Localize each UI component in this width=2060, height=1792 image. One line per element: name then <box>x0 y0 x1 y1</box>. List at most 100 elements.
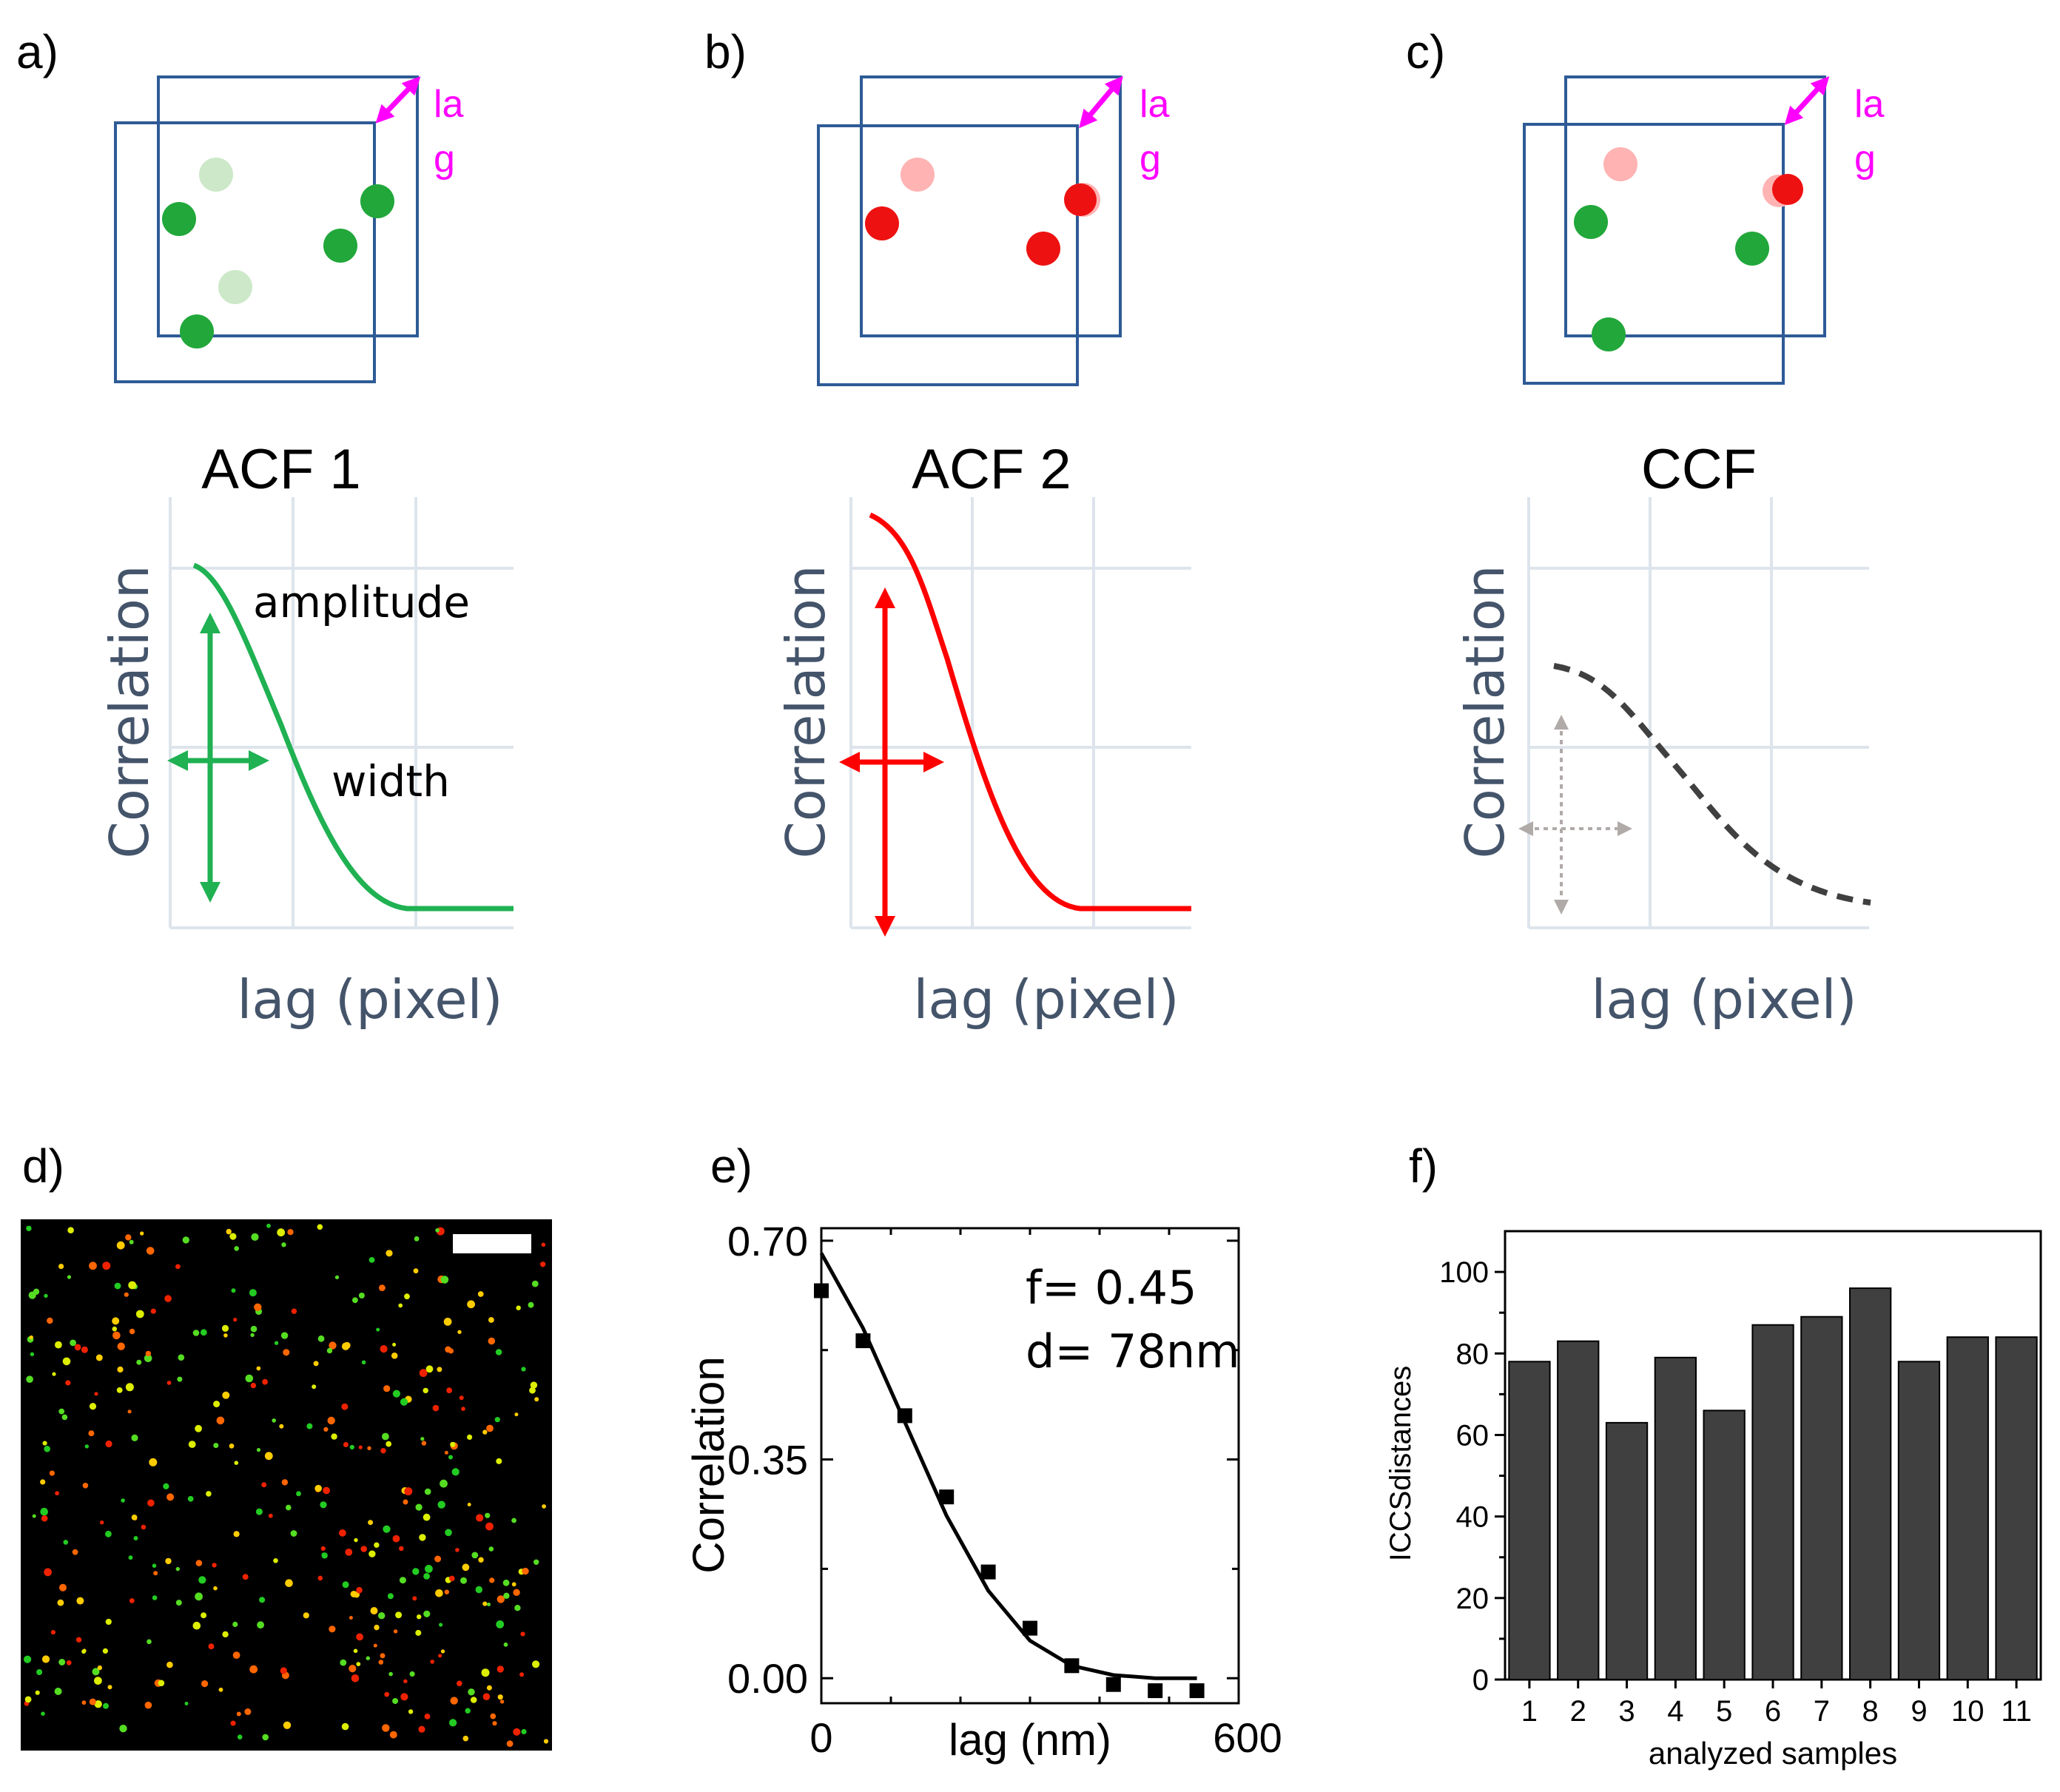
spot <box>146 1247 155 1255</box>
data-point <box>1023 1620 1037 1636</box>
spot <box>29 1335 33 1340</box>
dot <box>180 314 214 348</box>
spot <box>129 1239 134 1244</box>
spot <box>175 1600 182 1606</box>
spot <box>49 1470 55 1476</box>
spot <box>116 1387 123 1393</box>
spot <box>457 1680 462 1687</box>
spot <box>487 1603 491 1606</box>
spot <box>184 1702 189 1705</box>
spot <box>105 1618 112 1626</box>
spot <box>392 1535 400 1543</box>
spot <box>374 1624 380 1631</box>
spot <box>366 1656 370 1660</box>
y-tick-label: 0.70 <box>727 1218 808 1264</box>
panel-a: a) la g ACF 1 amplitude width Correlatio… <box>16 25 514 1031</box>
curve-title: CCF <box>1641 438 1757 501</box>
x-tick-label: 1 <box>1521 1695 1538 1728</box>
dot <box>1064 183 1097 216</box>
x-tick-label: 9 <box>1911 1695 1927 1728</box>
spot <box>283 1349 290 1356</box>
spot <box>468 1688 475 1696</box>
spot <box>378 1660 384 1665</box>
y-tick-label: 0.00 <box>727 1655 808 1702</box>
data-point <box>855 1333 871 1349</box>
molecule-spots <box>23 1223 549 1748</box>
spot <box>389 1731 397 1739</box>
lag-label-line2: g <box>1854 138 1876 181</box>
dot <box>323 229 357 263</box>
spot <box>340 1659 347 1666</box>
spot <box>419 1534 426 1541</box>
faded-dot <box>218 270 252 304</box>
spot <box>81 1649 86 1654</box>
spot <box>450 1697 458 1705</box>
spot <box>283 1721 292 1729</box>
spot <box>356 1633 363 1641</box>
x-axis-label: lag (pixel) <box>1591 969 1857 1031</box>
back-frame <box>157 75 419 337</box>
spot <box>449 1575 455 1582</box>
lag-label-line1: la <box>1140 83 1170 126</box>
scale-bar <box>453 1234 531 1253</box>
spot <box>249 1289 257 1297</box>
spot <box>125 1234 132 1241</box>
spot <box>192 1621 201 1630</box>
spot <box>233 1531 240 1537</box>
spot <box>382 1724 390 1732</box>
spot <box>430 1660 434 1664</box>
spot <box>440 1479 448 1488</box>
x-tick-label: 6 <box>1765 1695 1781 1728</box>
panel-letter-b: b) <box>704 25 747 78</box>
spot <box>231 1288 236 1293</box>
spot <box>44 1446 50 1452</box>
spot <box>499 1700 505 1704</box>
spot <box>58 1659 66 1665</box>
spot <box>392 1342 397 1347</box>
spot <box>506 1740 514 1748</box>
spot <box>522 1567 529 1575</box>
spot <box>383 1525 391 1533</box>
spot <box>482 1429 488 1435</box>
x-tick-label: 8 <box>1862 1695 1879 1728</box>
spot <box>439 1623 443 1627</box>
panel-b: b) la g ACF 2 Correlation lag (pixel) <box>704 25 1191 1031</box>
y-axis-label: Correlation <box>1454 565 1516 858</box>
spot <box>112 1331 121 1340</box>
spot <box>218 1687 223 1692</box>
spot <box>403 1679 408 1683</box>
spot <box>100 1520 104 1525</box>
spot <box>423 1610 431 1617</box>
spot <box>391 1353 398 1359</box>
spot <box>440 1649 445 1654</box>
spot <box>94 1700 102 1708</box>
spot <box>353 1648 358 1654</box>
spot <box>443 1318 452 1326</box>
spot <box>41 1711 45 1716</box>
spot <box>334 1275 340 1279</box>
spot <box>460 1577 467 1584</box>
spot <box>542 1504 546 1509</box>
y-tick-label: 0 <box>1472 1664 1489 1697</box>
lag-arrow <box>1784 75 1830 126</box>
spot <box>399 1546 404 1552</box>
dot <box>360 184 394 218</box>
bar <box>1703 1409 1746 1681</box>
spot <box>514 1605 521 1611</box>
spot <box>356 1586 363 1594</box>
annotation: d= 78nm <box>1026 1324 1240 1378</box>
spot <box>131 1514 138 1520</box>
gridlines <box>849 497 1191 929</box>
spot <box>386 1250 393 1257</box>
spot <box>373 1643 377 1648</box>
spot <box>112 1317 120 1325</box>
y-axis-label: ICCSdistances <box>1384 1366 1417 1562</box>
lag-arrow <box>375 76 421 124</box>
spot <box>486 1685 492 1691</box>
spot <box>478 1557 484 1563</box>
spot <box>72 1549 78 1555</box>
spot <box>229 1444 235 1449</box>
spot <box>532 1661 537 1666</box>
lag-label-line1: la <box>434 83 464 126</box>
spot <box>67 1275 72 1279</box>
